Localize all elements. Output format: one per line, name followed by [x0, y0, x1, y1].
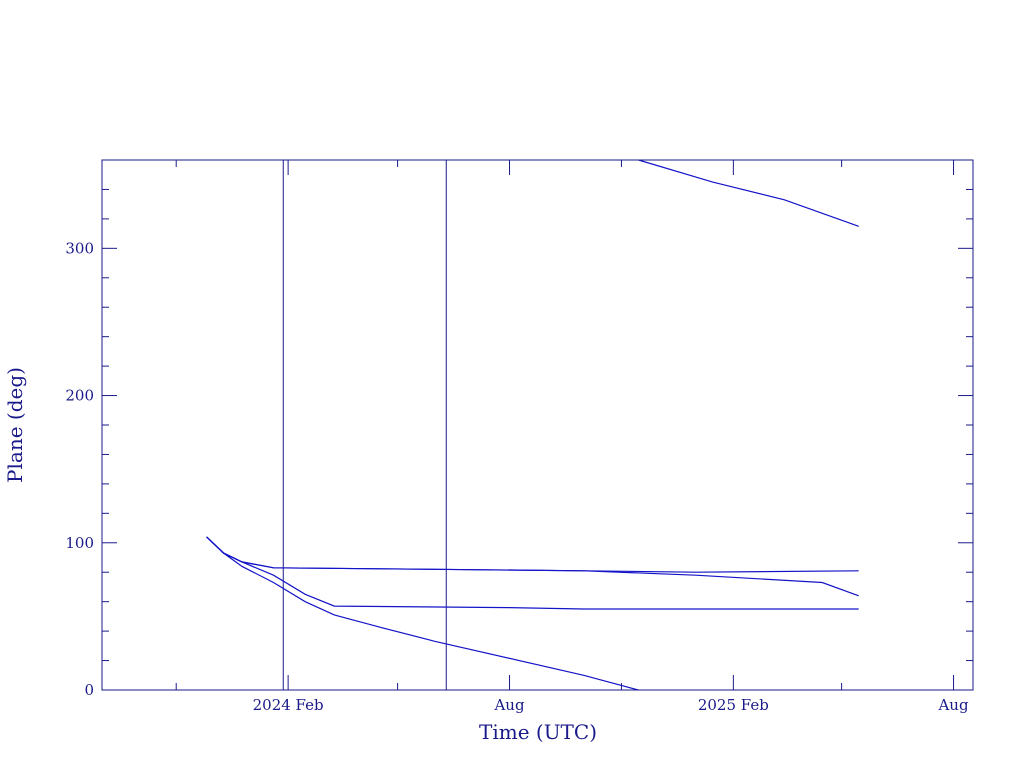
tick-labels: 0 100 200 300 2024 Feb Aug 2025 Feb Aug: [65, 239, 969, 714]
series-line-4: [206, 536, 639, 691]
axis-ticks: [102, 160, 973, 690]
series-line-2: [206, 536, 859, 597]
series-line-3: [206, 536, 859, 610]
plot-frame: [101, 159, 974, 691]
x-axis-title: Time (UTC): [479, 720, 597, 744]
y-axis-title: Plane (deg): [3, 367, 27, 483]
series-group: [206, 159, 859, 691]
event-markers: [282, 160, 447, 690]
x-tick-label: 2025 Feb: [698, 696, 769, 714]
x-tick-label: Aug: [493, 696, 524, 714]
series-line-1: [206, 536, 859, 573]
x-tick-label: 2024 Feb: [253, 696, 324, 714]
x-tick-label: Aug: [937, 696, 968, 714]
series-line-5: [638, 159, 859, 227]
y-tick-label: 200: [65, 387, 94, 405]
y-tick-label: 100: [65, 534, 94, 552]
y-tick-label: 0: [84, 681, 94, 699]
y-tick-label: 300: [65, 239, 94, 257]
